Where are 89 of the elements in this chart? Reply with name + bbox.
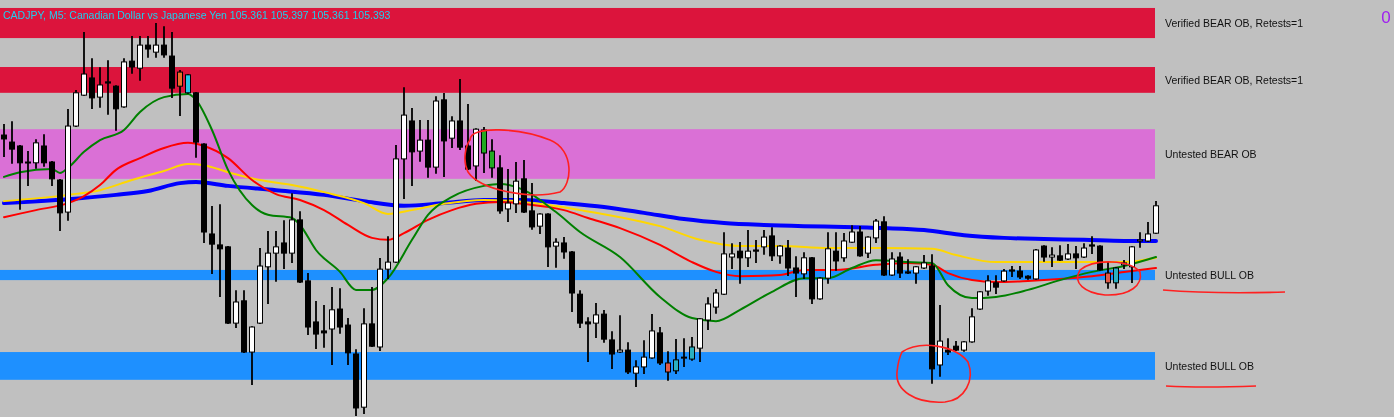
candlestick <box>745 229 751 267</box>
candlestick <box>385 236 391 280</box>
candlestick <box>369 287 375 348</box>
candlestick <box>1073 245 1079 269</box>
candlestick <box>865 236 871 258</box>
candlestick <box>737 242 743 284</box>
candlestick <box>17 145 23 210</box>
candlestick <box>937 305 943 377</box>
candlestick <box>81 32 87 97</box>
candlestick <box>265 231 271 305</box>
candlestick <box>137 36 143 81</box>
candlestick <box>1129 245 1135 283</box>
candlestick <box>1097 245 1103 271</box>
candlestick <box>705 297 711 330</box>
candlestick <box>513 161 519 213</box>
candlestick <box>1009 265 1015 278</box>
candlestick <box>1113 267 1119 289</box>
candlestick <box>665 351 671 381</box>
candlestick <box>537 213 543 235</box>
candlestick <box>793 256 799 298</box>
candlestick <box>625 342 631 375</box>
candlestick <box>833 232 839 271</box>
candlestick <box>321 305 327 348</box>
candlestick <box>801 252 807 280</box>
candlestick <box>561 236 567 259</box>
candlestick <box>1 123 7 158</box>
candlestick <box>337 288 343 334</box>
candlestick <box>609 331 615 369</box>
candlestick <box>553 238 559 268</box>
candlestick <box>897 252 903 278</box>
candlestick <box>681 338 687 368</box>
candlestick <box>129 36 135 74</box>
candlestick <box>33 139 39 169</box>
candlestick <box>449 116 455 149</box>
candlestick <box>889 252 895 276</box>
candlestick <box>97 67 103 108</box>
candlestick <box>529 183 535 230</box>
candlestick <box>857 226 863 257</box>
candlestick <box>177 70 183 116</box>
candlestick <box>713 288 719 314</box>
candlestick <box>585 317 591 362</box>
candlestick <box>617 315 623 353</box>
candlestick <box>281 220 287 269</box>
candlestick <box>481 127 487 174</box>
candlestick <box>641 340 647 375</box>
candlestick <box>633 360 639 387</box>
candlestick <box>785 240 791 276</box>
candlestick <box>329 287 335 366</box>
candlestick <box>841 233 847 262</box>
candlestick <box>25 150 31 186</box>
band-label: Verified BEAR OB, Retests=1 <box>1165 73 1304 86</box>
candlestick <box>873 218 879 244</box>
candlestick <box>113 85 119 131</box>
candlestick <box>209 206 215 274</box>
candlestick <box>41 134 47 167</box>
band-label: Untested BULL OB <box>1165 269 1254 282</box>
candlestick <box>233 290 239 328</box>
candlestick <box>1105 262 1111 289</box>
candlestick <box>105 60 111 115</box>
candlestick <box>761 229 767 255</box>
candlestick <box>753 240 759 264</box>
candlestick <box>417 120 423 162</box>
candlestick <box>153 23 159 58</box>
candlestick <box>769 227 775 262</box>
candlestick <box>817 277 823 300</box>
candlestick <box>489 139 495 178</box>
candlestick <box>1137 232 1143 248</box>
band-label: Untested BULL OB <box>1165 359 1254 372</box>
candlestick <box>673 339 679 375</box>
candlestick <box>1049 247 1055 267</box>
candlestick <box>145 36 151 58</box>
candlestick <box>905 259 911 274</box>
band-label: Verified BEAR OB, Retests=1 <box>1165 17 1304 30</box>
candlestick <box>161 26 167 58</box>
candlestick <box>1089 236 1095 255</box>
candlestick <box>217 204 223 298</box>
candlestick <box>9 121 15 164</box>
candlestick <box>729 243 735 269</box>
candlestick <box>593 303 599 339</box>
candlestick <box>313 301 319 350</box>
candlestick <box>985 275 991 296</box>
text: 0 <box>1381 8 1391 27</box>
candlestick <box>505 168 511 222</box>
candlestick <box>89 58 95 109</box>
candlestick <box>273 231 279 282</box>
chart-title: CADJPY, M5: Canadian Dollar vs Japanese Yen 105.361 105.397 105.361 105.393 <box>3 9 391 21</box>
candlestick <box>689 337 695 361</box>
band-label: Untested BEAR OB <box>1165 148 1257 161</box>
candlestick <box>49 161 55 186</box>
